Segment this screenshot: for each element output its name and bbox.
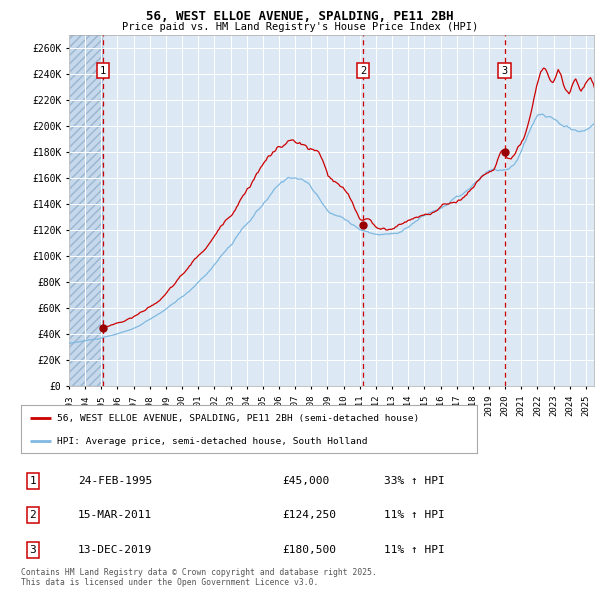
Text: 11% ↑ HPI: 11% ↑ HPI: [384, 510, 445, 520]
Text: 2: 2: [29, 510, 37, 520]
Text: £45,000: £45,000: [282, 476, 329, 486]
Text: 1: 1: [29, 476, 37, 486]
Bar: [69, 35, 103, 386]
Text: 2: 2: [360, 65, 366, 76]
Text: 1: 1: [100, 65, 106, 76]
Text: 56, WEST ELLOE AVENUE, SPALDING, PE11 2BH: 56, WEST ELLOE AVENUE, SPALDING, PE11 2B…: [146, 10, 454, 23]
Text: £124,250: £124,250: [282, 510, 336, 520]
Text: 24-FEB-1995: 24-FEB-1995: [78, 476, 152, 486]
Text: £180,500: £180,500: [282, 545, 336, 555]
Text: Contains HM Land Registry data © Crown copyright and database right 2025.
This d: Contains HM Land Registry data © Crown c…: [21, 568, 377, 587]
Text: 11% ↑ HPI: 11% ↑ HPI: [384, 545, 445, 555]
Text: Price paid vs. HM Land Registry's House Price Index (HPI): Price paid vs. HM Land Registry's House …: [122, 22, 478, 32]
Text: 13-DEC-2019: 13-DEC-2019: [78, 545, 152, 555]
Text: HPI: Average price, semi-detached house, South Holland: HPI: Average price, semi-detached house,…: [56, 437, 367, 445]
Text: 3: 3: [502, 65, 508, 76]
Text: 3: 3: [29, 545, 37, 555]
Text: 15-MAR-2011: 15-MAR-2011: [78, 510, 152, 520]
Text: 56, WEST ELLOE AVENUE, SPALDING, PE11 2BH (semi-detached house): 56, WEST ELLOE AVENUE, SPALDING, PE11 2B…: [56, 414, 419, 423]
Text: 33% ↑ HPI: 33% ↑ HPI: [384, 476, 445, 486]
